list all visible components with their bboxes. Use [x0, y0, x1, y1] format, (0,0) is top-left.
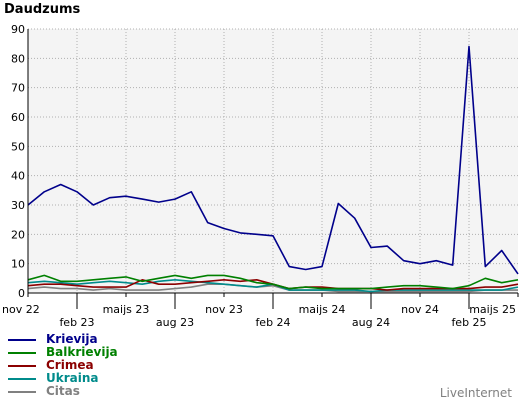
y-tick-label: 20	[11, 228, 25, 241]
chart-title: Daudzums	[4, 2, 81, 17]
series-line-balkrievija	[27, 274, 519, 290]
y-tick-label: 50	[11, 140, 25, 153]
x-tick-label: maijs 24	[299, 303, 346, 316]
legend-label: Crimea	[46, 358, 94, 372]
y-tick-label: 70	[11, 82, 25, 95]
series-line-citas	[27, 283, 518, 293]
credit-label: LiveInternet	[439, 386, 512, 400]
x-tick-label: nov 23	[205, 303, 243, 316]
legend-swatch	[8, 391, 36, 393]
legend-swatch	[8, 339, 36, 341]
x-tick-label: nov 22	[2, 303, 40, 316]
y-tick-label: 40	[11, 170, 25, 183]
x-tick-label: maijs 23	[103, 303, 150, 316]
x-tick-label: maijs 25	[469, 303, 516, 316]
legend-label: Citas	[46, 384, 80, 398]
y-tick-label: 80	[11, 52, 25, 65]
y-tick-label: 10	[11, 258, 25, 271]
y-tick-label: 0	[18, 287, 25, 300]
x-tick-label: feb 23	[59, 316, 94, 329]
line-chart: 0 10 20 30 40 50 60 70 80 90 nov 22 feb 23 maijs 23 a…	[2, 23, 519, 329]
x-tick-label: aug 24	[352, 316, 390, 329]
y-tick-label: 60	[11, 111, 25, 124]
legend-swatch	[8, 365, 36, 367]
legend-label: Balkrievija	[46, 345, 118, 359]
y-tick-label: 90	[11, 23, 25, 36]
x-tick-label: feb 24	[255, 316, 290, 329]
x-tick-label: aug 23	[156, 316, 194, 329]
x-tick-label: feb 25	[451, 316, 486, 329]
legend-label: Ukraina	[46, 371, 99, 385]
legend-swatch	[8, 352, 36, 354]
legend-swatch	[8, 378, 36, 380]
x-tick-label: nov 24	[401, 303, 439, 316]
series-line-krievija	[27, 45, 519, 275]
y-tick-label: 30	[11, 199, 25, 212]
legend-label: Krievija	[46, 332, 98, 346]
